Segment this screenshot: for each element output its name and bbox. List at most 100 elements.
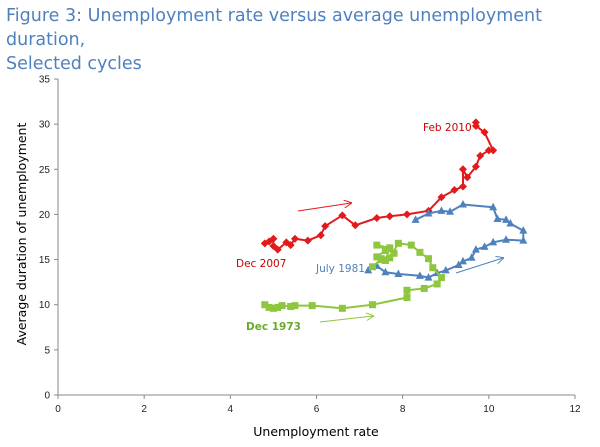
x-tick-label: 2: [141, 404, 147, 415]
data-point: [381, 267, 390, 276]
data-point: [316, 231, 325, 240]
data-point: [303, 236, 312, 245]
annotation-dec-1973: Dec 1973: [246, 321, 301, 333]
x-tick-label: 4: [228, 404, 234, 415]
data-point: [269, 304, 277, 312]
data-point: [273, 245, 282, 254]
data-point: [437, 206, 446, 214]
data-point: [480, 128, 489, 137]
y-tick-label: 35: [39, 75, 51, 86]
x-tick-label: 10: [483, 404, 495, 415]
data-point: [458, 256, 467, 265]
data-point: [458, 165, 467, 174]
data-point: [425, 255, 433, 263]
data-point: [386, 254, 394, 262]
data-point: [369, 301, 377, 309]
data-point: [420, 284, 428, 292]
series-july-1981: [364, 199, 528, 281]
data-point: [519, 226, 528, 234]
data-point: [429, 264, 437, 272]
data-point: [433, 280, 441, 288]
data-point: [471, 118, 480, 127]
data-point: [441, 265, 450, 274]
data-point: [450, 186, 459, 195]
data-point: [377, 256, 385, 264]
x-tick-label: 8: [400, 404, 406, 415]
x-tick-label: 0: [55, 404, 61, 415]
data-point: [484, 146, 493, 155]
data-point: [502, 235, 511, 243]
data-point: [467, 253, 476, 261]
y-tick-label: 15: [39, 255, 51, 266]
data-point: [287, 303, 295, 311]
series-dec-2007: [260, 118, 498, 254]
data-point: [308, 302, 316, 310]
data-point: [364, 265, 373, 274]
x-tick-label: 12: [569, 404, 581, 415]
data-point: [415, 271, 424, 279]
data-point: [278, 302, 286, 310]
annotation-july-1981: July 1981: [315, 263, 365, 275]
data-point: [519, 236, 528, 244]
y-tick-label: 0: [44, 391, 50, 402]
data-point: [463, 173, 472, 182]
data-point: [372, 214, 381, 223]
y-tick-label: 25: [39, 165, 51, 176]
data-point: [476, 151, 485, 160]
chart-title: Figure 3: Unemployment rate versus avera…: [6, 4, 596, 76]
data-point: [403, 293, 411, 301]
data-point: [489, 237, 498, 246]
data-point: [274, 303, 282, 311]
data-point: [411, 215, 420, 223]
data-point: [407, 241, 415, 249]
y-tick-label: 10: [39, 300, 51, 311]
data-point: [386, 244, 394, 252]
data-point: [373, 241, 381, 249]
data-point: [351, 221, 360, 230]
series-dec-1973: [261, 239, 445, 312]
data-point: [394, 239, 402, 247]
data-point: [381, 256, 389, 264]
data-point: [489, 146, 498, 155]
data-point: [369, 263, 377, 271]
data-point: [381, 247, 389, 255]
data-point: [437, 193, 446, 202]
data-point: [338, 304, 346, 312]
annotation-feb-2010: Feb 2010: [423, 122, 472, 134]
y-axis-title: Average duration of unemployment: [14, 123, 29, 346]
data-point: [286, 241, 295, 250]
data-point: [394, 269, 403, 278]
data-point: [290, 234, 299, 243]
x-axis-title: Unemployment rate: [253, 424, 379, 439]
data-point: [385, 212, 394, 221]
data-point: [506, 218, 515, 227]
x-tick-label: 6: [314, 404, 320, 415]
series-layer: [260, 118, 528, 312]
data-point: [437, 274, 445, 282]
data-point: [458, 199, 467, 208]
data-point: [458, 182, 467, 191]
y-tick-label: 5: [44, 345, 50, 356]
data-point: [424, 273, 433, 281]
data-point: [261, 301, 269, 309]
y-tick-label: 30: [39, 120, 51, 131]
data-point: [471, 162, 480, 171]
axes: 0 5 10 15 20 25 30 35 0 2 4 6 8 10 12: [39, 75, 581, 416]
data-point: [489, 202, 498, 211]
data-point: [402, 210, 411, 219]
data-point: [471, 245, 480, 253]
series-line: [264, 122, 495, 251]
data-point: [502, 215, 511, 223]
annotation-dec-2007: Dec 2007: [236, 258, 286, 270]
data-point: [269, 234, 278, 243]
data-point: [373, 253, 381, 261]
data-point: [291, 302, 299, 310]
data-point: [321, 222, 330, 231]
green-direction-arrow: [319, 316, 373, 323]
data-point: [480, 242, 489, 250]
data-point: [424, 209, 433, 217]
data-point: [265, 303, 273, 311]
data-point: [403, 286, 411, 294]
blue-direction-arrow: [455, 258, 503, 274]
